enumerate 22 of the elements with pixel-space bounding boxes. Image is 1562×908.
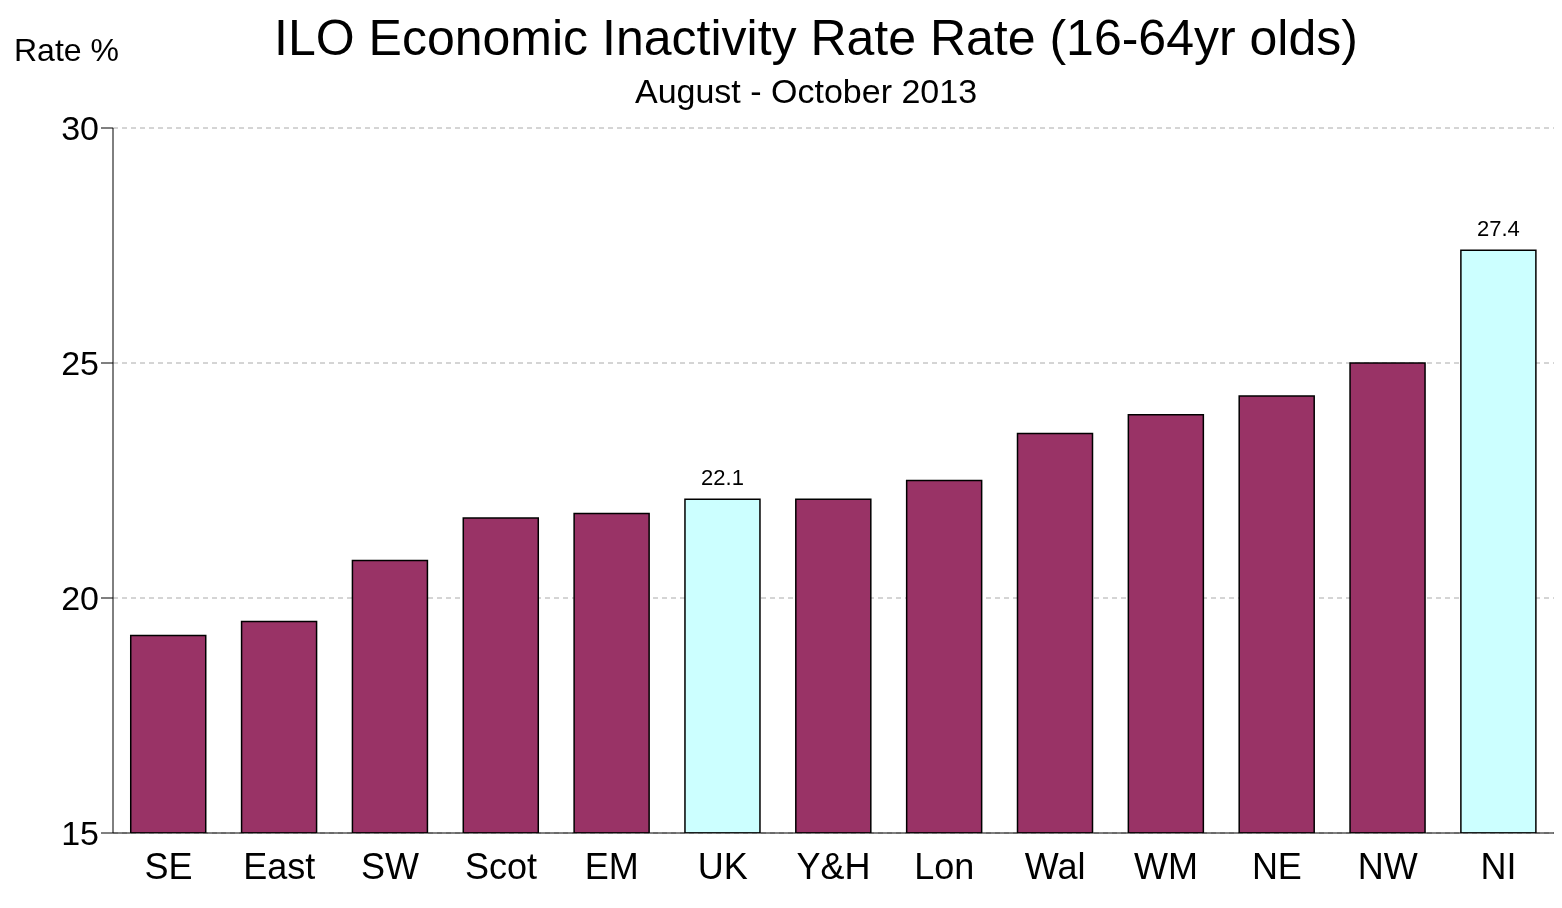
x-tick-label: WM xyxy=(1134,845,1199,887)
x-tick-label: SW xyxy=(361,845,420,887)
x-tick-label: East xyxy=(243,845,316,887)
data-label: 22.1 xyxy=(701,465,744,491)
x-tick-label: EM xyxy=(584,845,639,887)
x-tick-label: NI xyxy=(1480,845,1517,887)
x-tick-label: Wal xyxy=(1024,845,1086,887)
y-axis-title: Rate % xyxy=(14,32,119,69)
x-tick-label: Lon xyxy=(914,845,975,887)
data-label: 27.4 xyxy=(1476,216,1520,242)
y-tick-label: 25 xyxy=(61,344,99,383)
x-tick-label: SE xyxy=(144,845,193,887)
x-tick-label: UK xyxy=(697,845,748,887)
x-tick-label: NW xyxy=(1357,845,1418,887)
y-tick-label: 15 xyxy=(61,814,99,853)
chart-title: ILO Economic Inactivity Rate Rate (16-64yr olds) xyxy=(274,10,1358,66)
chart-subtitle: August - October 2013 xyxy=(633,72,979,111)
x-tick-label: NE xyxy=(1251,845,1302,887)
x-tick-label: Y&H xyxy=(796,845,871,887)
x-tick-label: Scot xyxy=(464,845,537,887)
y-tick-label: 20 xyxy=(61,579,99,618)
y-tick-label: 30 xyxy=(61,109,99,148)
